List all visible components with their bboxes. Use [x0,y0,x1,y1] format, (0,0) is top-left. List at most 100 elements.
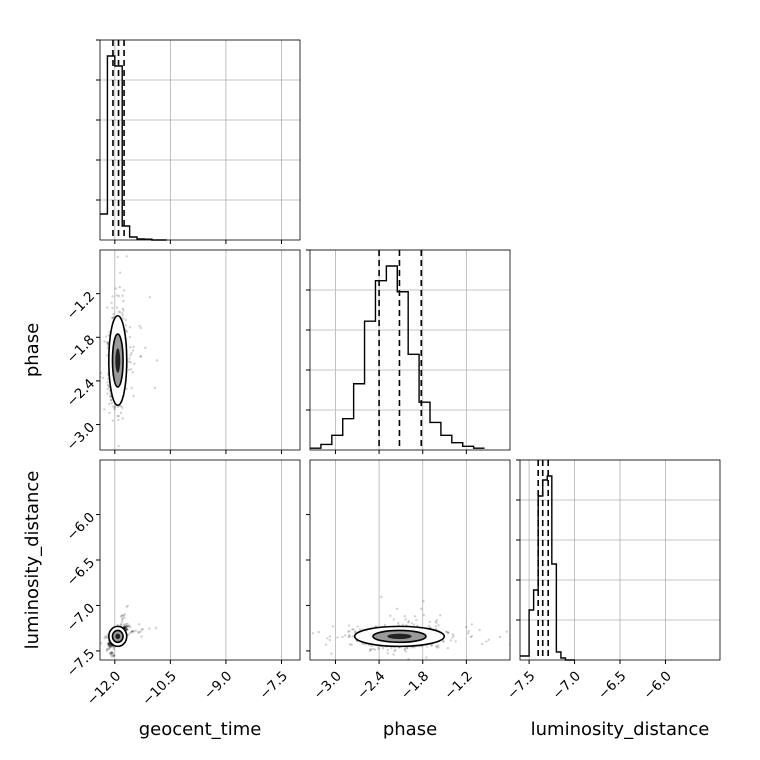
sample-point [132,345,135,348]
sample-point [109,652,112,656]
sample-point [328,638,332,642]
sample-point [353,631,356,634]
sample-point [112,654,115,658]
sample-point [103,340,106,343]
sample-point [505,630,508,633]
sample-point [117,414,120,418]
sample-point [128,326,132,329]
sample-point [397,621,400,625]
sample-point [434,625,438,628]
sample-point [434,644,438,648]
sample-point [407,658,410,660]
sample-point [108,643,111,646]
sample-point [392,618,396,621]
sample-point [122,614,126,617]
sample-point [437,646,440,649]
sample-point [148,627,151,630]
sample-point [404,618,407,621]
sample-point [113,408,116,411]
histogram-phase [310,265,485,449]
sample-point [124,624,127,628]
sample-point [124,625,128,628]
sample-point [392,653,395,656]
sample-point [110,316,114,320]
sample-point [111,306,114,310]
sample-point [125,329,128,332]
sample-point [410,622,414,625]
sample-point [130,629,134,633]
x-axis-title-phase: phase [383,719,437,740]
sample-point [561,636,563,638]
sample-point [125,628,128,631]
sample-point [123,625,126,628]
sample-point [435,621,438,624]
sample-point [134,629,138,633]
y-axis-title-luminosity-distance: luminosity_distance [22,471,43,650]
sample-point [106,341,109,344]
sample-point [351,635,354,638]
x-tick-label: −1.8 [398,668,432,702]
sample-point [108,644,111,647]
sample-point [123,625,126,629]
sample-point [119,615,123,618]
scatter-samples [301,595,563,660]
x-tick-label: −1.2 [441,668,475,702]
sample-point [107,641,111,645]
density-core [387,633,412,640]
sample-point [132,630,135,633]
sample-point [123,616,126,619]
y-tick-label: −7.0 [64,600,98,634]
sample-point [356,625,359,628]
sample-point [110,655,114,658]
sample-point [91,638,93,640]
sample-point [124,626,127,629]
sample-point [108,642,111,645]
sample-point [347,624,351,627]
sample-point [444,630,448,633]
panel-geocent_time-geocent_time [96,39,301,244]
sample-point [115,306,119,309]
sample-point [109,646,112,649]
panel-frame [309,249,511,451]
sample-point [121,406,124,409]
sample-point [301,642,303,644]
sample-point [106,354,109,357]
density-core [115,348,121,373]
sample-point [361,642,364,645]
sample-point [425,656,428,659]
sample-point [430,644,433,647]
sample-point [452,634,455,638]
sample-point [124,623,128,626]
sample-point [106,343,109,347]
sample-point [148,295,152,299]
sample-point [331,625,335,628]
sample-point [105,649,109,653]
y-tick-label: −6.5 [64,555,98,589]
sample-point [127,625,130,628]
sample-point [110,651,114,654]
sample-point [348,630,351,633]
sample-point [368,649,372,652]
sample-point [124,318,128,322]
sample-point [470,623,474,626]
sample-point [121,294,124,297]
sample-point [125,330,129,333]
sample-point [119,405,123,408]
sample-point [348,635,352,638]
sample-point [113,406,117,409]
sample-point [130,386,133,390]
sample-point [413,615,417,618]
sample-point [393,649,396,653]
sample-point [95,644,97,646]
sample-point [101,376,105,380]
sample-point [87,361,89,363]
sample-point [107,643,111,647]
sample-point [377,647,380,651]
sample-point [380,595,383,599]
x-tick-label: −7.5 [504,668,538,702]
sample-point [106,642,109,645]
sample-point [416,624,419,627]
sample-point [394,648,397,651]
sample-point [348,633,351,637]
sample-point [126,628,129,632]
